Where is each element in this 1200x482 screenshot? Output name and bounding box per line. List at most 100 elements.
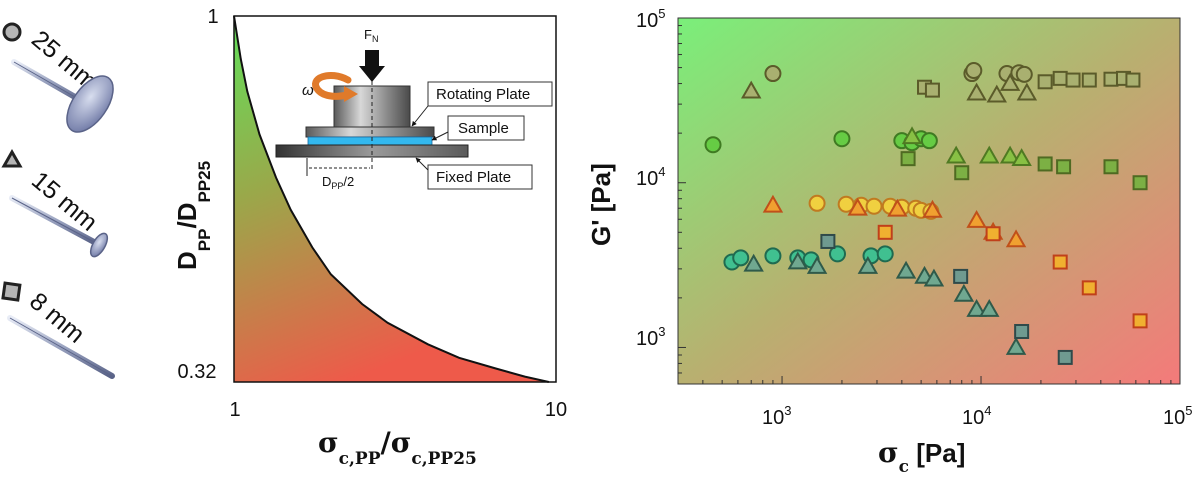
data-point-triangle <box>895 260 917 279</box>
data-point-circle <box>876 245 894 263</box>
data-point-square <box>1103 159 1119 175</box>
y-tick-label: 105 <box>636 6 665 32</box>
data-point-triangle <box>953 283 975 302</box>
data-point-triangle <box>966 209 987 228</box>
data-point-triangle <box>743 253 764 272</box>
x-tick-label: 1 <box>229 399 240 421</box>
y-tick-label: 1 <box>207 6 218 28</box>
data-point-triangle <box>922 199 943 218</box>
data-point-triangle <box>806 255 828 274</box>
geometry-legend: 25 mm 15 mm 8 mm <box>1 22 115 379</box>
data-point-circle <box>965 62 983 80</box>
data-point-triangle <box>887 198 908 217</box>
x-tick-label: 103 <box>762 403 791 429</box>
data-point-circle <box>920 132 938 150</box>
rotation-arrow-icon <box>312 72 354 100</box>
sample-layer <box>307 136 433 146</box>
data-point-square <box>1014 323 1030 339</box>
sample-label: Sample <box>458 120 509 137</box>
data-point-square <box>1057 349 1073 365</box>
rheometer-schematic: FN ω DPP/2 Rotating Plate Sample Fixed P… <box>275 27 553 191</box>
y-tick-label: 104 <box>636 164 665 190</box>
data-point-square <box>1132 313 1148 329</box>
fixed-plate-label: Fixed Plate <box>436 169 511 186</box>
data-point-square <box>1125 72 1141 88</box>
data-point-triangle <box>979 298 1000 317</box>
data-point-square <box>954 165 970 181</box>
chart-modulus-scatter: 105 104 103 103 104 105 σc [Pa] G' [Pa] <box>586 6 1192 477</box>
x-tick-label: 105 <box>1163 403 1192 429</box>
data-point-triangle <box>979 145 1000 164</box>
sample-pointer <box>431 131 449 141</box>
data-point-square <box>1037 74 1053 90</box>
geometry-label-8mm: 8 mm <box>24 287 90 349</box>
data-point-circle <box>829 245 847 263</box>
data-point-square <box>1056 159 1072 175</box>
sample-box <box>447 115 525 141</box>
data-point-square <box>877 224 893 240</box>
data-point-square <box>900 151 916 167</box>
data-point-triangle <box>740 80 762 99</box>
data-point-triangle <box>999 73 1021 91</box>
data-point-triangle <box>1016 82 1038 101</box>
geometry-25mm: 25 mm <box>2 22 114 133</box>
data-point-square <box>1065 72 1081 88</box>
data-point-square <box>953 268 969 284</box>
plate-tool-25mm-icon <box>11 59 114 133</box>
data-point-square <box>820 233 836 249</box>
data-point-circle <box>704 136 722 154</box>
data-point-circle <box>764 247 782 265</box>
data-point-square <box>1081 72 1097 88</box>
data-point-circle <box>1015 65 1033 83</box>
force-label: FN <box>364 27 378 44</box>
y-axis-label: G' [Pa] <box>586 163 616 246</box>
data-point-circle <box>833 130 851 148</box>
rotation-arrowhead-icon <box>344 86 358 102</box>
chart-diameter-ratio: 1 0.32 1 10 σc,PP/σc,PP25 DPP/DPP25 FN ω… <box>172 6 567 469</box>
data-point-triangle <box>923 268 945 287</box>
data-point-circle <box>764 65 782 83</box>
data-point-triangle <box>762 194 784 213</box>
data-point-triangle <box>857 255 879 274</box>
data-point-square <box>1052 254 1068 270</box>
data-point-square <box>985 226 1001 242</box>
radius-label: DPP/2 <box>322 174 354 191</box>
data-point-triangle <box>847 197 868 216</box>
data-point-triangle <box>901 126 923 145</box>
x-tick-label: 10 <box>545 399 567 421</box>
data-point-circle <box>865 197 883 215</box>
geometry-8mm: 8 mm <box>1 281 115 379</box>
plot-frame <box>677 17 1181 385</box>
data-markers <box>704 62 1148 365</box>
data-point-triangle <box>1005 336 1027 355</box>
data-point-circle <box>732 249 750 267</box>
x-axis-label: σc,PP/σc,PP25 <box>318 426 477 469</box>
rotating-plate-label: Rotating Plate <box>436 86 530 103</box>
curve-area-fill <box>234 16 556 382</box>
data-point-square <box>1103 71 1119 87</box>
x-axis-label: σc [Pa] <box>878 436 965 477</box>
omega-label: ω <box>302 82 314 99</box>
series-line <box>233 15 550 383</box>
data-point-triangle <box>966 298 987 317</box>
fixed-plate-box <box>427 164 533 190</box>
fixed-plate-pointer <box>415 157 429 171</box>
rotating-plate-box <box>427 81 553 107</box>
data-point-square <box>924 82 940 98</box>
x-tick-label: 104 <box>962 403 991 429</box>
data-point-square <box>1052 70 1068 86</box>
geometry-15mm: 15 mm <box>1 148 109 258</box>
data-point-triangle <box>1005 229 1027 248</box>
data-point-triangle <box>787 251 809 270</box>
force-arrow-icon <box>359 50 385 82</box>
y-axis-label: DPP/DPP25 <box>172 161 214 270</box>
plate-tool-8mm-icon <box>7 315 115 379</box>
data-point-square <box>1081 280 1097 296</box>
y-tick-label: 103 <box>636 324 665 350</box>
y-tick-label: 0.32 <box>178 361 217 383</box>
data-point-square <box>1132 175 1148 191</box>
circle-marker-icon <box>2 22 22 42</box>
square-marker-icon <box>1 281 22 302</box>
data-point-triangle <box>945 145 967 164</box>
